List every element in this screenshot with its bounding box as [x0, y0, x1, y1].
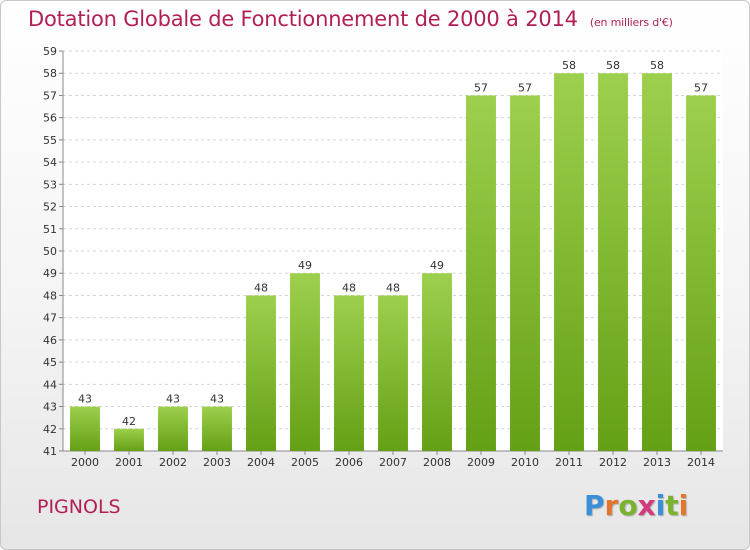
bar: [114, 428, 144, 451]
x-tick-label: 2005: [291, 456, 319, 469]
logo-letter: P: [584, 489, 605, 522]
data-label: 58: [606, 59, 620, 72]
data-label: 43: [78, 393, 92, 406]
x-tick-label: 2002: [159, 456, 187, 469]
y-tick-label: 56: [43, 112, 57, 125]
x-tick-label: 2003: [203, 456, 231, 469]
x-tick-label: 2008: [423, 456, 451, 469]
data-label: 49: [298, 259, 312, 272]
bar: [686, 95, 716, 451]
bar: [70, 406, 100, 451]
y-tick-label: 46: [43, 334, 57, 347]
y-tick-label: 57: [43, 89, 57, 102]
bar: [554, 73, 584, 451]
x-tick-label: 2009: [467, 456, 495, 469]
bar: [202, 406, 232, 451]
x-tick-label: 2014: [687, 456, 715, 469]
x-tick-label: 2013: [643, 456, 671, 469]
data-label: 57: [694, 81, 708, 94]
x-tick-label: 2007: [379, 456, 407, 469]
chart-title-text: Dotation Globale de Fonctionnement de 20…: [28, 7, 578, 31]
x-tick-label: 2012: [599, 456, 627, 469]
x-tick-label: 2004: [247, 456, 275, 469]
bar: [378, 295, 408, 451]
data-label: 48: [254, 281, 268, 294]
bar: [158, 406, 188, 451]
data-label: 48: [342, 281, 356, 294]
y-tick-label: 43: [43, 401, 57, 414]
proxiti-logo: Proxiti: [584, 489, 688, 522]
data-label: 43: [166, 393, 180, 406]
bar: [334, 295, 364, 451]
y-tick-label: 58: [43, 67, 57, 80]
data-label: 42: [122, 415, 136, 428]
y-tick-label: 54: [43, 156, 57, 169]
bar: [598, 73, 628, 451]
y-tick-label: 48: [43, 289, 57, 302]
y-tick-label: 44: [43, 378, 57, 391]
data-label: 49: [430, 259, 444, 272]
x-tick-label: 2000: [71, 456, 99, 469]
bar: [422, 273, 452, 451]
x-tick-label: 2010: [511, 456, 539, 469]
chart-title: Dotation Globale de Fonctionnement de 20…: [28, 7, 673, 31]
bar: [290, 273, 320, 451]
y-tick-label: 50: [43, 245, 57, 258]
y-tick-label: 45: [43, 356, 57, 369]
data-label: 43: [210, 393, 224, 406]
logo-letter: i: [678, 489, 689, 522]
data-label: 57: [518, 81, 532, 94]
bar: [246, 295, 276, 451]
data-label: 57: [474, 81, 488, 94]
x-tick-label: 2001: [115, 456, 143, 469]
y-tick-label: 42: [43, 423, 57, 436]
bar: [642, 73, 672, 451]
bar: [466, 95, 496, 451]
y-tick-label: 52: [43, 201, 57, 214]
y-tick-label: 53: [43, 178, 57, 191]
y-tick-label: 41: [43, 445, 57, 458]
x-tick-label: 2011: [555, 456, 583, 469]
logo-letter: i: [655, 489, 666, 522]
data-label: 58: [650, 59, 664, 72]
x-tick-label: 2006: [335, 456, 363, 469]
data-label: 48: [386, 281, 400, 294]
y-tick-label: 55: [43, 134, 57, 147]
logo-letter: o: [618, 489, 638, 522]
data-label: 58: [562, 59, 576, 72]
logo-letter: x: [637, 489, 656, 522]
y-tick-label: 49: [43, 267, 57, 280]
y-tick-label: 51: [43, 223, 57, 236]
y-tick-label: 47: [43, 312, 57, 325]
town-name: PIGNOLS: [37, 496, 121, 518]
y-tick-label: 59: [43, 45, 57, 58]
logo-letter: r: [604, 489, 619, 522]
logo-letter: t: [665, 489, 679, 522]
bar: [510, 95, 540, 451]
chart-unit-label: (en milliers d'€): [589, 16, 673, 29]
